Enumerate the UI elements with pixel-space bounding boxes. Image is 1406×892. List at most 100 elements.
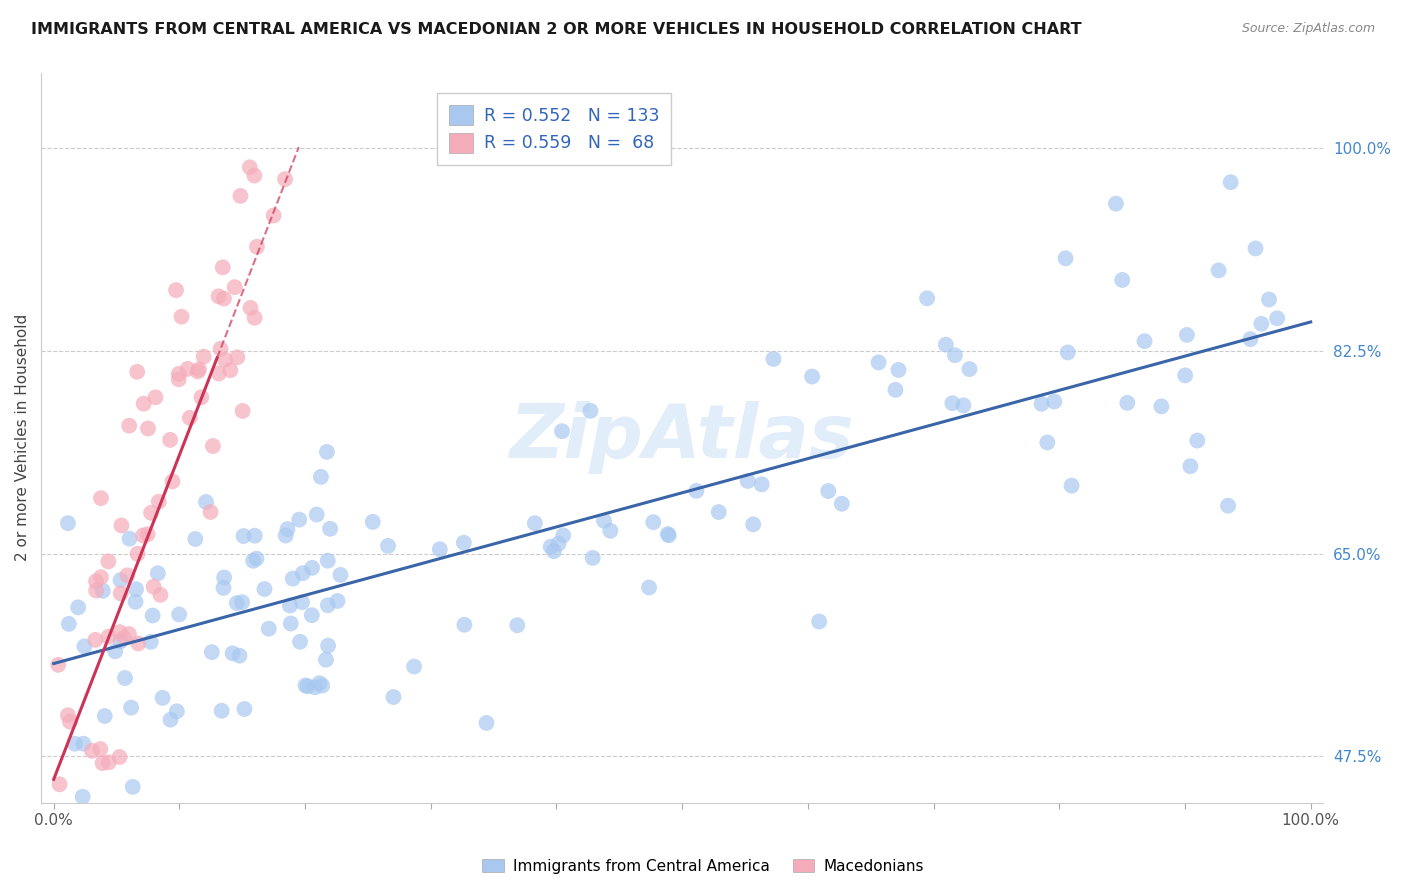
Point <box>1187 434 1209 448</box>
Point <box>242 554 264 568</box>
Point <box>638 581 661 595</box>
Point <box>207 289 229 303</box>
Point <box>212 292 235 306</box>
Point <box>145 390 167 404</box>
Point <box>245 551 267 566</box>
Point <box>118 418 141 433</box>
Point <box>657 527 679 541</box>
Point <box>884 383 907 397</box>
Point <box>226 351 249 365</box>
Point <box>243 529 266 543</box>
Point <box>253 582 276 596</box>
Point <box>201 439 224 453</box>
Point <box>139 635 162 649</box>
Point <box>208 367 231 381</box>
Point <box>90 491 112 505</box>
Point <box>1250 317 1272 331</box>
Point <box>190 390 212 404</box>
Point <box>943 348 966 362</box>
Point <box>429 542 451 557</box>
Point <box>1244 241 1267 255</box>
Point <box>304 681 326 695</box>
Point <box>149 588 172 602</box>
Point <box>506 618 529 632</box>
Point <box>685 483 707 498</box>
Text: ZipAtlas: ZipAtlas <box>510 401 855 475</box>
Point <box>104 644 127 658</box>
Point <box>112 631 135 645</box>
Point <box>188 362 211 376</box>
Point <box>59 714 82 729</box>
Point <box>291 595 314 609</box>
Point <box>305 508 328 522</box>
Point <box>742 517 765 532</box>
Point <box>152 690 174 705</box>
Point <box>762 351 785 366</box>
Point <box>201 645 224 659</box>
Point <box>159 433 181 447</box>
Point <box>211 704 233 718</box>
Point <box>56 516 79 531</box>
Point <box>167 607 190 622</box>
Point <box>288 513 311 527</box>
Point <box>316 554 339 568</box>
Point <box>117 568 139 582</box>
Point <box>110 586 132 600</box>
Point <box>887 363 910 377</box>
Point <box>84 583 107 598</box>
Point <box>311 679 333 693</box>
Point <box>120 700 142 714</box>
Point <box>1239 332 1261 346</box>
Point <box>582 550 605 565</box>
Point <box>308 676 330 690</box>
Point <box>127 365 149 379</box>
Point <box>195 495 218 509</box>
Point <box>97 554 120 568</box>
Point <box>170 310 193 324</box>
Point <box>246 240 269 254</box>
Point <box>184 532 207 546</box>
Point <box>301 561 323 575</box>
Point <box>97 630 120 644</box>
Point <box>91 583 114 598</box>
Point <box>294 678 316 692</box>
Point <box>1111 273 1133 287</box>
Point <box>643 515 665 529</box>
Point <box>225 596 247 610</box>
Point <box>553 528 575 542</box>
Point <box>1208 263 1230 277</box>
Point <box>224 280 246 294</box>
Point <box>404 659 426 673</box>
Point <box>84 574 107 589</box>
Point <box>309 470 332 484</box>
Point <box>382 690 405 704</box>
Point <box>214 352 236 367</box>
Point <box>72 789 94 804</box>
Point <box>48 814 70 828</box>
Point <box>193 350 215 364</box>
Point <box>475 715 498 730</box>
Point <box>219 363 242 377</box>
Point <box>243 310 266 325</box>
Point <box>280 616 302 631</box>
Point <box>1036 435 1059 450</box>
Point <box>124 595 146 609</box>
Point <box>1133 334 1156 348</box>
Point <box>63 737 86 751</box>
Point <box>229 189 252 203</box>
Point <box>176 362 198 376</box>
Point <box>1216 499 1239 513</box>
Point <box>315 653 337 667</box>
Point <box>316 598 339 612</box>
Point <box>231 595 253 609</box>
Point <box>543 544 565 558</box>
Point <box>276 522 298 536</box>
Point <box>361 515 384 529</box>
Point <box>737 474 759 488</box>
Point <box>136 527 159 541</box>
Point <box>316 639 339 653</box>
Point <box>263 209 285 223</box>
Point <box>1150 400 1173 414</box>
Point <box>801 369 824 384</box>
Point <box>56 708 79 723</box>
